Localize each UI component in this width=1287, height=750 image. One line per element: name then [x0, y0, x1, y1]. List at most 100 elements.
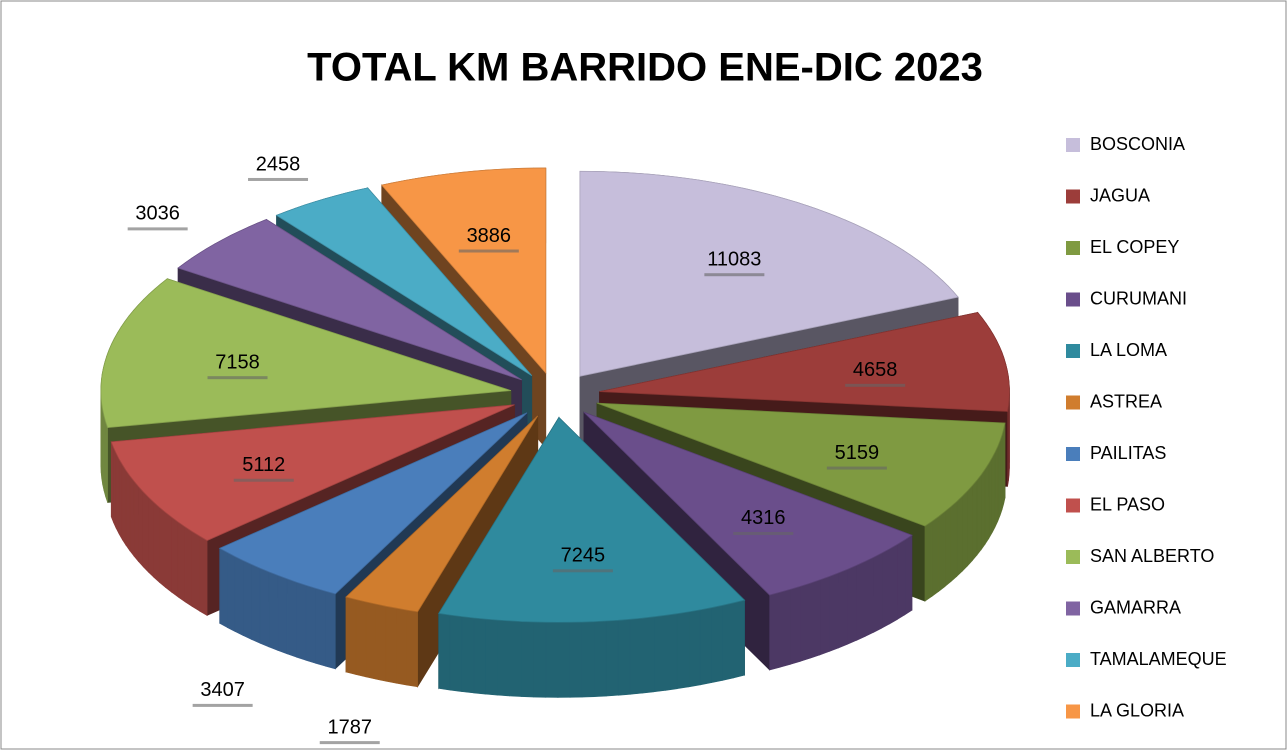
legend-swatch	[1066, 550, 1080, 564]
slice-side	[521, 621, 535, 698]
slice-side	[988, 456, 993, 540]
slice-side	[125, 469, 131, 552]
slice-side	[148, 496, 155, 578]
slice-top	[100, 278, 512, 429]
slice	[438, 416, 746, 698]
value-label-underline	[248, 177, 309, 181]
value-label-underline	[826, 466, 887, 470]
slice-side	[873, 552, 883, 633]
value-label: 4316	[741, 507, 786, 529]
slice-side	[653, 615, 666, 693]
slice-side	[133, 480, 139, 563]
slice-side	[497, 619, 510, 697]
value-label-underline	[845, 383, 906, 387]
slice-side	[994, 446, 999, 528]
slice-side	[956, 495, 963, 578]
slice-side	[997, 440, 1001, 522]
slice-side	[171, 516, 179, 598]
slice-side	[980, 468, 986, 551]
slice-side	[243, 560, 252, 640]
slice-side	[962, 490, 968, 572]
slice-side	[950, 500, 958, 583]
slice-side	[972, 479, 978, 562]
legend-swatch	[1066, 447, 1080, 461]
slice-side	[286, 578, 297, 658]
slice-side	[581, 621, 595, 698]
legend-swatch	[1066, 292, 1080, 307]
legend-label: EL PASO	[1090, 494, 1165, 514]
slice-side	[1007, 405, 1009, 487]
legend-label: SAN ALBERTO	[1090, 546, 1214, 566]
slice-side	[184, 526, 193, 608]
slice-side	[711, 604, 723, 684]
value-label-underline	[207, 376, 268, 380]
slice-side	[159, 506, 166, 588]
slice-side	[881, 548, 890, 629]
slice-side	[449, 614, 463, 692]
slice-top	[177, 219, 522, 381]
slice-side	[789, 585, 801, 665]
slice-side	[191, 530, 200, 612]
slice-side	[115, 453, 120, 535]
slice-side	[676, 611, 690, 690]
slice-side	[617, 618, 631, 696]
slice-side	[688, 609, 701, 688]
value-label-underline	[192, 703, 253, 707]
chart-title: TOTAL KM BARRIDO ENE-DIC 2023	[307, 46, 983, 90]
legend-label: GAMARRA	[1090, 597, 1181, 617]
slice-side	[897, 539, 906, 620]
slice-side	[406, 609, 418, 688]
slice-side	[105, 421, 108, 503]
slice-side	[138, 485, 144, 568]
slice-side	[251, 564, 261, 644]
legend-swatch	[1066, 704, 1080, 719]
slice-side	[199, 535, 208, 616]
value-label-underline	[127, 227, 188, 231]
slice-top	[438, 416, 746, 623]
value-label: 3886	[467, 225, 512, 247]
legend-label: ASTREA	[1090, 391, 1162, 411]
slice-side	[177, 521, 186, 603]
slice-side	[847, 564, 857, 645]
slice-top	[596, 402, 1006, 527]
value-label: 5159	[835, 442, 880, 464]
slice-side	[296, 581, 307, 661]
value-label-underline	[458, 249, 519, 253]
legend-swatch	[1066, 601, 1080, 616]
slice-side	[828, 572, 839, 652]
slice-side	[984, 462, 990, 546]
slice-side	[259, 567, 270, 648]
value-label-underline	[552, 569, 613, 573]
slice-side	[665, 613, 678, 691]
slice-side	[234, 556, 244, 637]
slice-top	[345, 415, 539, 613]
slice-side	[118, 457, 123, 541]
slice-side	[305, 584, 316, 664]
slice-side	[113, 447, 117, 529]
legend-label: LA LOMA	[1090, 340, 1167, 360]
slice-side	[605, 619, 619, 697]
slice-side	[889, 543, 898, 625]
slice-side	[165, 511, 172, 593]
slice-side	[722, 602, 735, 681]
slice-top	[579, 170, 959, 377]
slice-side	[976, 473, 982, 556]
slice-side	[509, 620, 522, 697]
legend-swatch	[1066, 138, 1080, 152]
slice-side	[991, 451, 996, 533]
slice-top	[599, 312, 1010, 412]
slice-side	[699, 607, 712, 686]
slice-side	[355, 599, 367, 678]
legend-label: LA GLORIA	[1090, 700, 1184, 720]
slice-side	[967, 484, 973, 567]
value-label-underline	[704, 273, 765, 277]
slice-side	[325, 590, 336, 670]
legend-label: BOSCONIA	[1090, 134, 1185, 154]
slice-top	[380, 167, 547, 375]
slice-side	[461, 616, 475, 694]
value-label: 4658	[853, 359, 898, 381]
slice-side	[641, 616, 655, 694]
slice-side	[473, 617, 486, 695]
slice-side	[365, 601, 377, 680]
slice-side	[904, 534, 913, 616]
